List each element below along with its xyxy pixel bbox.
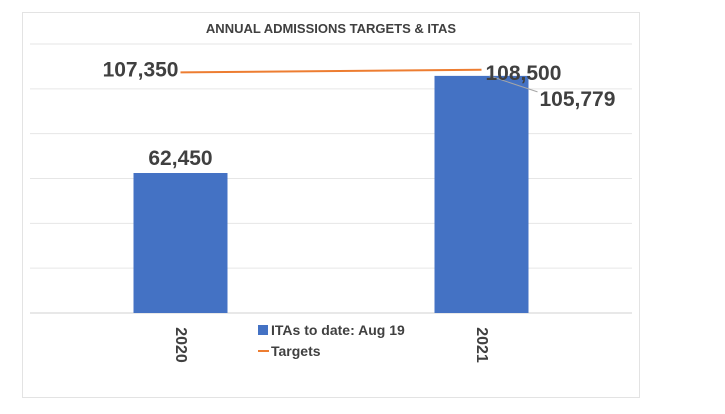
data-label: 62,450 <box>148 147 212 170</box>
bar <box>133 173 228 313</box>
data-label: 105,779 <box>540 88 616 111</box>
legend-label: ITAs to date: Aug 19 <box>271 322 405 338</box>
bar <box>434 75 529 313</box>
series-line-targets <box>180 68 482 74</box>
chart-frame <box>22 12 640 398</box>
data-label: 108,500 <box>486 62 562 85</box>
x-tick-label: 2021 <box>473 327 490 363</box>
data-label: 107,350 <box>103 58 179 81</box>
chart-title: ANNUAL ADMISSIONS TARGETS & ITAS <box>206 21 456 36</box>
legend-swatch-bar <box>258 325 268 335</box>
x-tick-label: 2020 <box>172 327 189 363</box>
data-label-leader <box>489 75 538 93</box>
legend-label: Targets <box>271 343 321 359</box>
